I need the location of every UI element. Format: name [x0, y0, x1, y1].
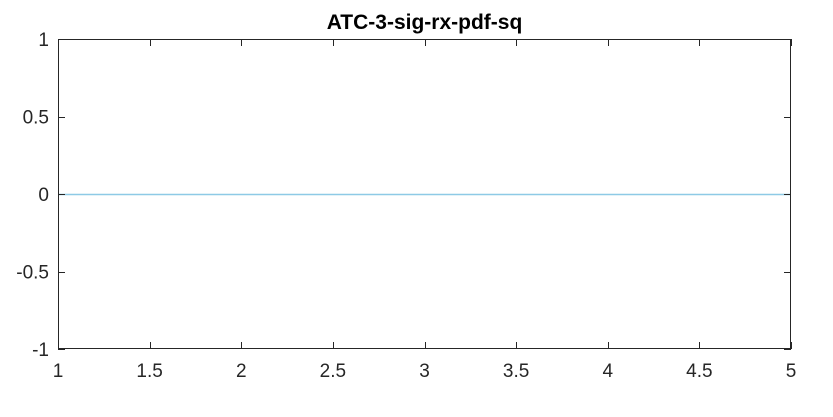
x-tick-label: 2.5: [320, 361, 346, 382]
x-axis: 1 1.5 2 2.5 3 3.5 4 4.5 5: [53, 39, 797, 382]
x-tick-label: 4.5: [686, 361, 712, 382]
y-tick-label: -1: [32, 340, 49, 361]
x-tick-label: 3: [419, 361, 430, 382]
x-tick-label: 3.5: [503, 361, 529, 382]
y-tick-label: 0: [38, 185, 49, 206]
y-axis: 1 0.5 0 -0.5 -1: [16, 30, 791, 361]
y-tick-label: -0.5: [16, 263, 49, 284]
x-tick-label: 4: [602, 361, 613, 382]
x-tick-label: 2: [236, 361, 247, 382]
chart-title: ATC-3-sig-rx-pdf-sq: [327, 11, 523, 34]
x-tick-label: 5: [786, 361, 797, 382]
y-tick-label: 0.5: [23, 108, 49, 129]
x-tick-label: 1: [53, 361, 64, 382]
y-tick-label: 1: [38, 30, 49, 51]
x-tick-label: 1.5: [136, 361, 162, 382]
